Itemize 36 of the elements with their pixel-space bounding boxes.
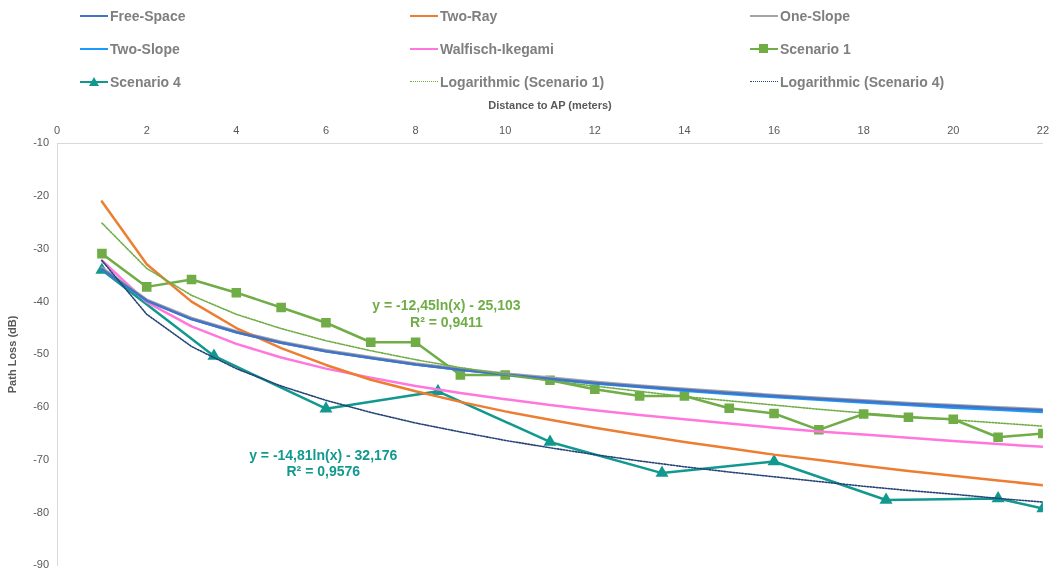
legend-label: Free-Space [110, 8, 186, 24]
annotation: y = -14,81ln(x) - 32,176 [249, 446, 398, 463]
legend-label: Logarithmic (Scenario 1) [440, 74, 605, 90]
y-tick-label: -40 [33, 294, 50, 307]
legend-label: Logarithmic (Scenario 4) [780, 74, 945, 90]
y-tick-label: -80 [33, 505, 50, 518]
x-tick-label: 22 [1036, 123, 1050, 136]
y-tick-label: -30 [33, 241, 50, 254]
legend-label: Two-Slope [110, 41, 180, 57]
annotation: y = -12,45ln(x) - 25,103 [372, 296, 521, 313]
x-tick-label: 16 [767, 123, 781, 136]
x-tick-label: 0 [54, 123, 61, 136]
x-tick-label: 6 [322, 123, 330, 136]
legend-label: Two-Ray [440, 8, 498, 24]
legend-label: Walfisch-Ikegami [440, 41, 554, 57]
legend-label: One-Slope [780, 8, 851, 24]
y-tick-label: -50 [33, 347, 50, 360]
x-axis-title: Distance to AP (meters) [488, 98, 613, 111]
x-tick-label: 10 [499, 123, 512, 136]
y-tick-label: -90 [33, 558, 50, 571]
x-tick-label: 14 [678, 123, 691, 136]
legend-label: Scenario 1 [780, 41, 851, 57]
x-tick-label: 2 [143, 123, 150, 136]
x-tick-label: 12 [588, 123, 601, 136]
y-tick-label: -20 [33, 189, 50, 202]
y-tick-label: -10 [33, 136, 50, 149]
x-tick-label: 8 [412, 123, 419, 136]
x-tick-label: 18 [857, 123, 870, 136]
annotation: R² = 0,9576 [286, 463, 361, 480]
y-tick-label: -60 [33, 400, 50, 413]
x-tick-label: 4 [233, 123, 240, 136]
x-tick-label: 20 [947, 123, 960, 136]
annotation: R² = 0,9411 [410, 313, 484, 330]
y-axis-title: Path Loss (dB) [5, 315, 18, 394]
y-tick-label: -70 [33, 452, 50, 465]
legend-label: Scenario 4 [110, 74, 181, 90]
